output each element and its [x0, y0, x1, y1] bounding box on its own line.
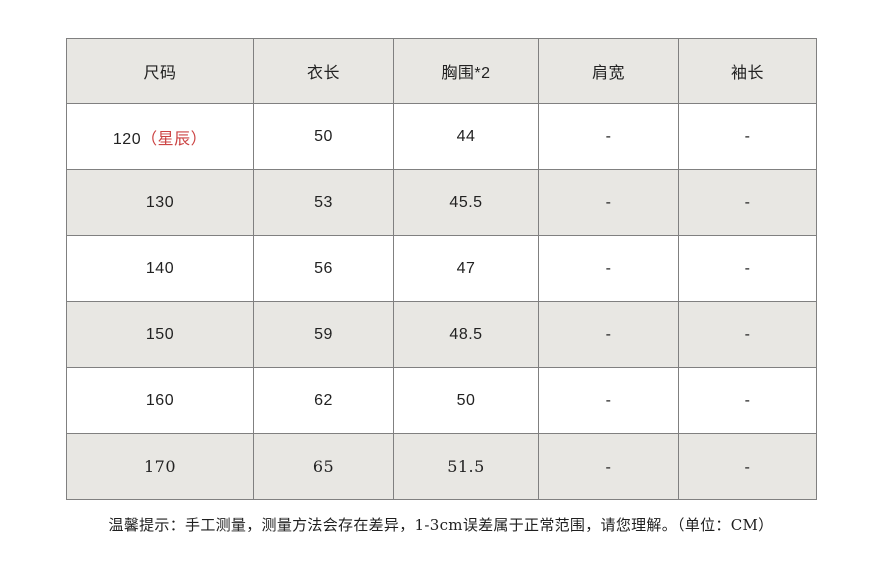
cell-sleeve: - [678, 235, 817, 302]
cell-length: 53 [253, 169, 394, 236]
measurement-disclaimer-note: 温馨提示：手工测量，测量方法会存在差异，1-3cm误差属于正常范围，请您理解。（… [108, 516, 774, 534]
cell-size: 150 [66, 301, 254, 368]
column-header-size: 尺码 [66, 38, 254, 104]
cell-shoulder: - [538, 301, 679, 368]
cell-shoulder: - [538, 103, 679, 170]
size-chart-table: 尺码 衣长 胸围*2 肩宽 袖长 120（星辰） 50 44 - - 130 5… [66, 38, 817, 500]
cell-length: 65 [253, 433, 394, 500]
column-header-shoulder: 肩宽 [538, 38, 679, 104]
column-header-chest: 胸围*2 [393, 38, 539, 104]
cell-chest: 50 [393, 367, 539, 434]
cell-chest: 48.5 [393, 301, 539, 368]
cell-shoulder: - [538, 433, 679, 500]
cell-length: 59 [253, 301, 394, 368]
table-row: 130 53 45.5 - - [66, 169, 817, 236]
size-variant-note: （星辰） [141, 130, 208, 148]
cell-length: 56 [253, 235, 394, 302]
table-header-row: 尺码 衣长 胸围*2 肩宽 袖长 [66, 38, 817, 104]
cell-shoulder: - [538, 235, 679, 302]
size-value: 160 [145, 391, 175, 409]
cell-chest: 51.5 [393, 433, 539, 500]
size-value: 170 [143, 457, 177, 476]
cell-sleeve: - [678, 367, 817, 434]
table-row: 140 56 47 - - [66, 235, 817, 302]
size-value: 140 [145, 259, 175, 277]
cell-sleeve: - [678, 301, 817, 368]
cell-sleeve: - [678, 433, 817, 500]
cell-size: 130 [66, 169, 254, 236]
cell-size: 120（星辰） [66, 103, 254, 170]
cell-chest: 45.5 [393, 169, 539, 236]
table-row: 160 62 50 - - [66, 367, 817, 434]
cell-sleeve: - [678, 103, 817, 170]
table-row: 120（星辰） 50 44 - - [66, 103, 817, 170]
cell-length: 62 [253, 367, 394, 434]
size-value: 150 [145, 325, 175, 343]
cell-shoulder: - [538, 367, 679, 434]
size-value: 120 [112, 130, 142, 148]
cell-size: 160 [66, 367, 254, 434]
cell-shoulder: - [538, 169, 679, 236]
cell-length: 50 [253, 103, 394, 170]
table-row: 150 59 48.5 - - [66, 301, 817, 368]
cell-sleeve: - [678, 169, 817, 236]
table-row: 170 65 51.5 - - [66, 433, 817, 500]
cell-size: 170 [66, 433, 254, 500]
cell-chest: 47 [393, 235, 539, 302]
column-header-length: 衣长 [253, 38, 394, 104]
cell-chest: 44 [393, 103, 539, 170]
cell-size: 140 [66, 235, 254, 302]
size-value: 130 [145, 193, 175, 211]
column-header-sleeve: 袖长 [678, 38, 817, 104]
